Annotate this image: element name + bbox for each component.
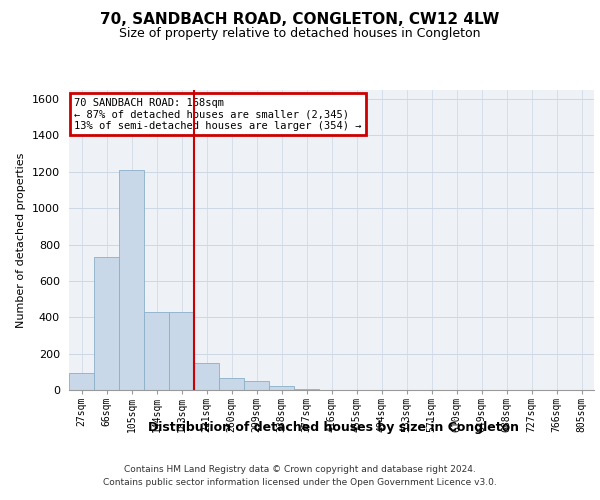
Text: Distribution of detached houses by size in Congleton: Distribution of detached houses by size … [148,421,518,434]
Bar [69,372,94,390]
Text: Contains HM Land Registry data © Crown copyright and database right 2024.: Contains HM Land Registry data © Crown c… [124,464,476,473]
Text: Size of property relative to detached houses in Congleton: Size of property relative to detached ho… [119,28,481,40]
Bar [144,312,169,390]
Bar [169,312,194,390]
Bar [244,381,269,390]
Text: 70, SANDBACH ROAD, CONGLETON, CW12 4LW: 70, SANDBACH ROAD, CONGLETON, CW12 4LW [100,12,500,28]
Y-axis label: Number of detached properties: Number of detached properties [16,152,26,328]
Bar [294,389,319,390]
Bar [119,170,144,390]
Text: 70 SANDBACH ROAD: 168sqm
← 87% of detached houses are smaller (2,345)
13% of sem: 70 SANDBACH ROAD: 168sqm ← 87% of detach… [74,98,362,130]
Bar [269,386,294,390]
Bar [194,362,219,390]
Bar [219,378,244,390]
Bar [94,258,119,390]
Text: Contains public sector information licensed under the Open Government Licence v3: Contains public sector information licen… [103,478,497,487]
